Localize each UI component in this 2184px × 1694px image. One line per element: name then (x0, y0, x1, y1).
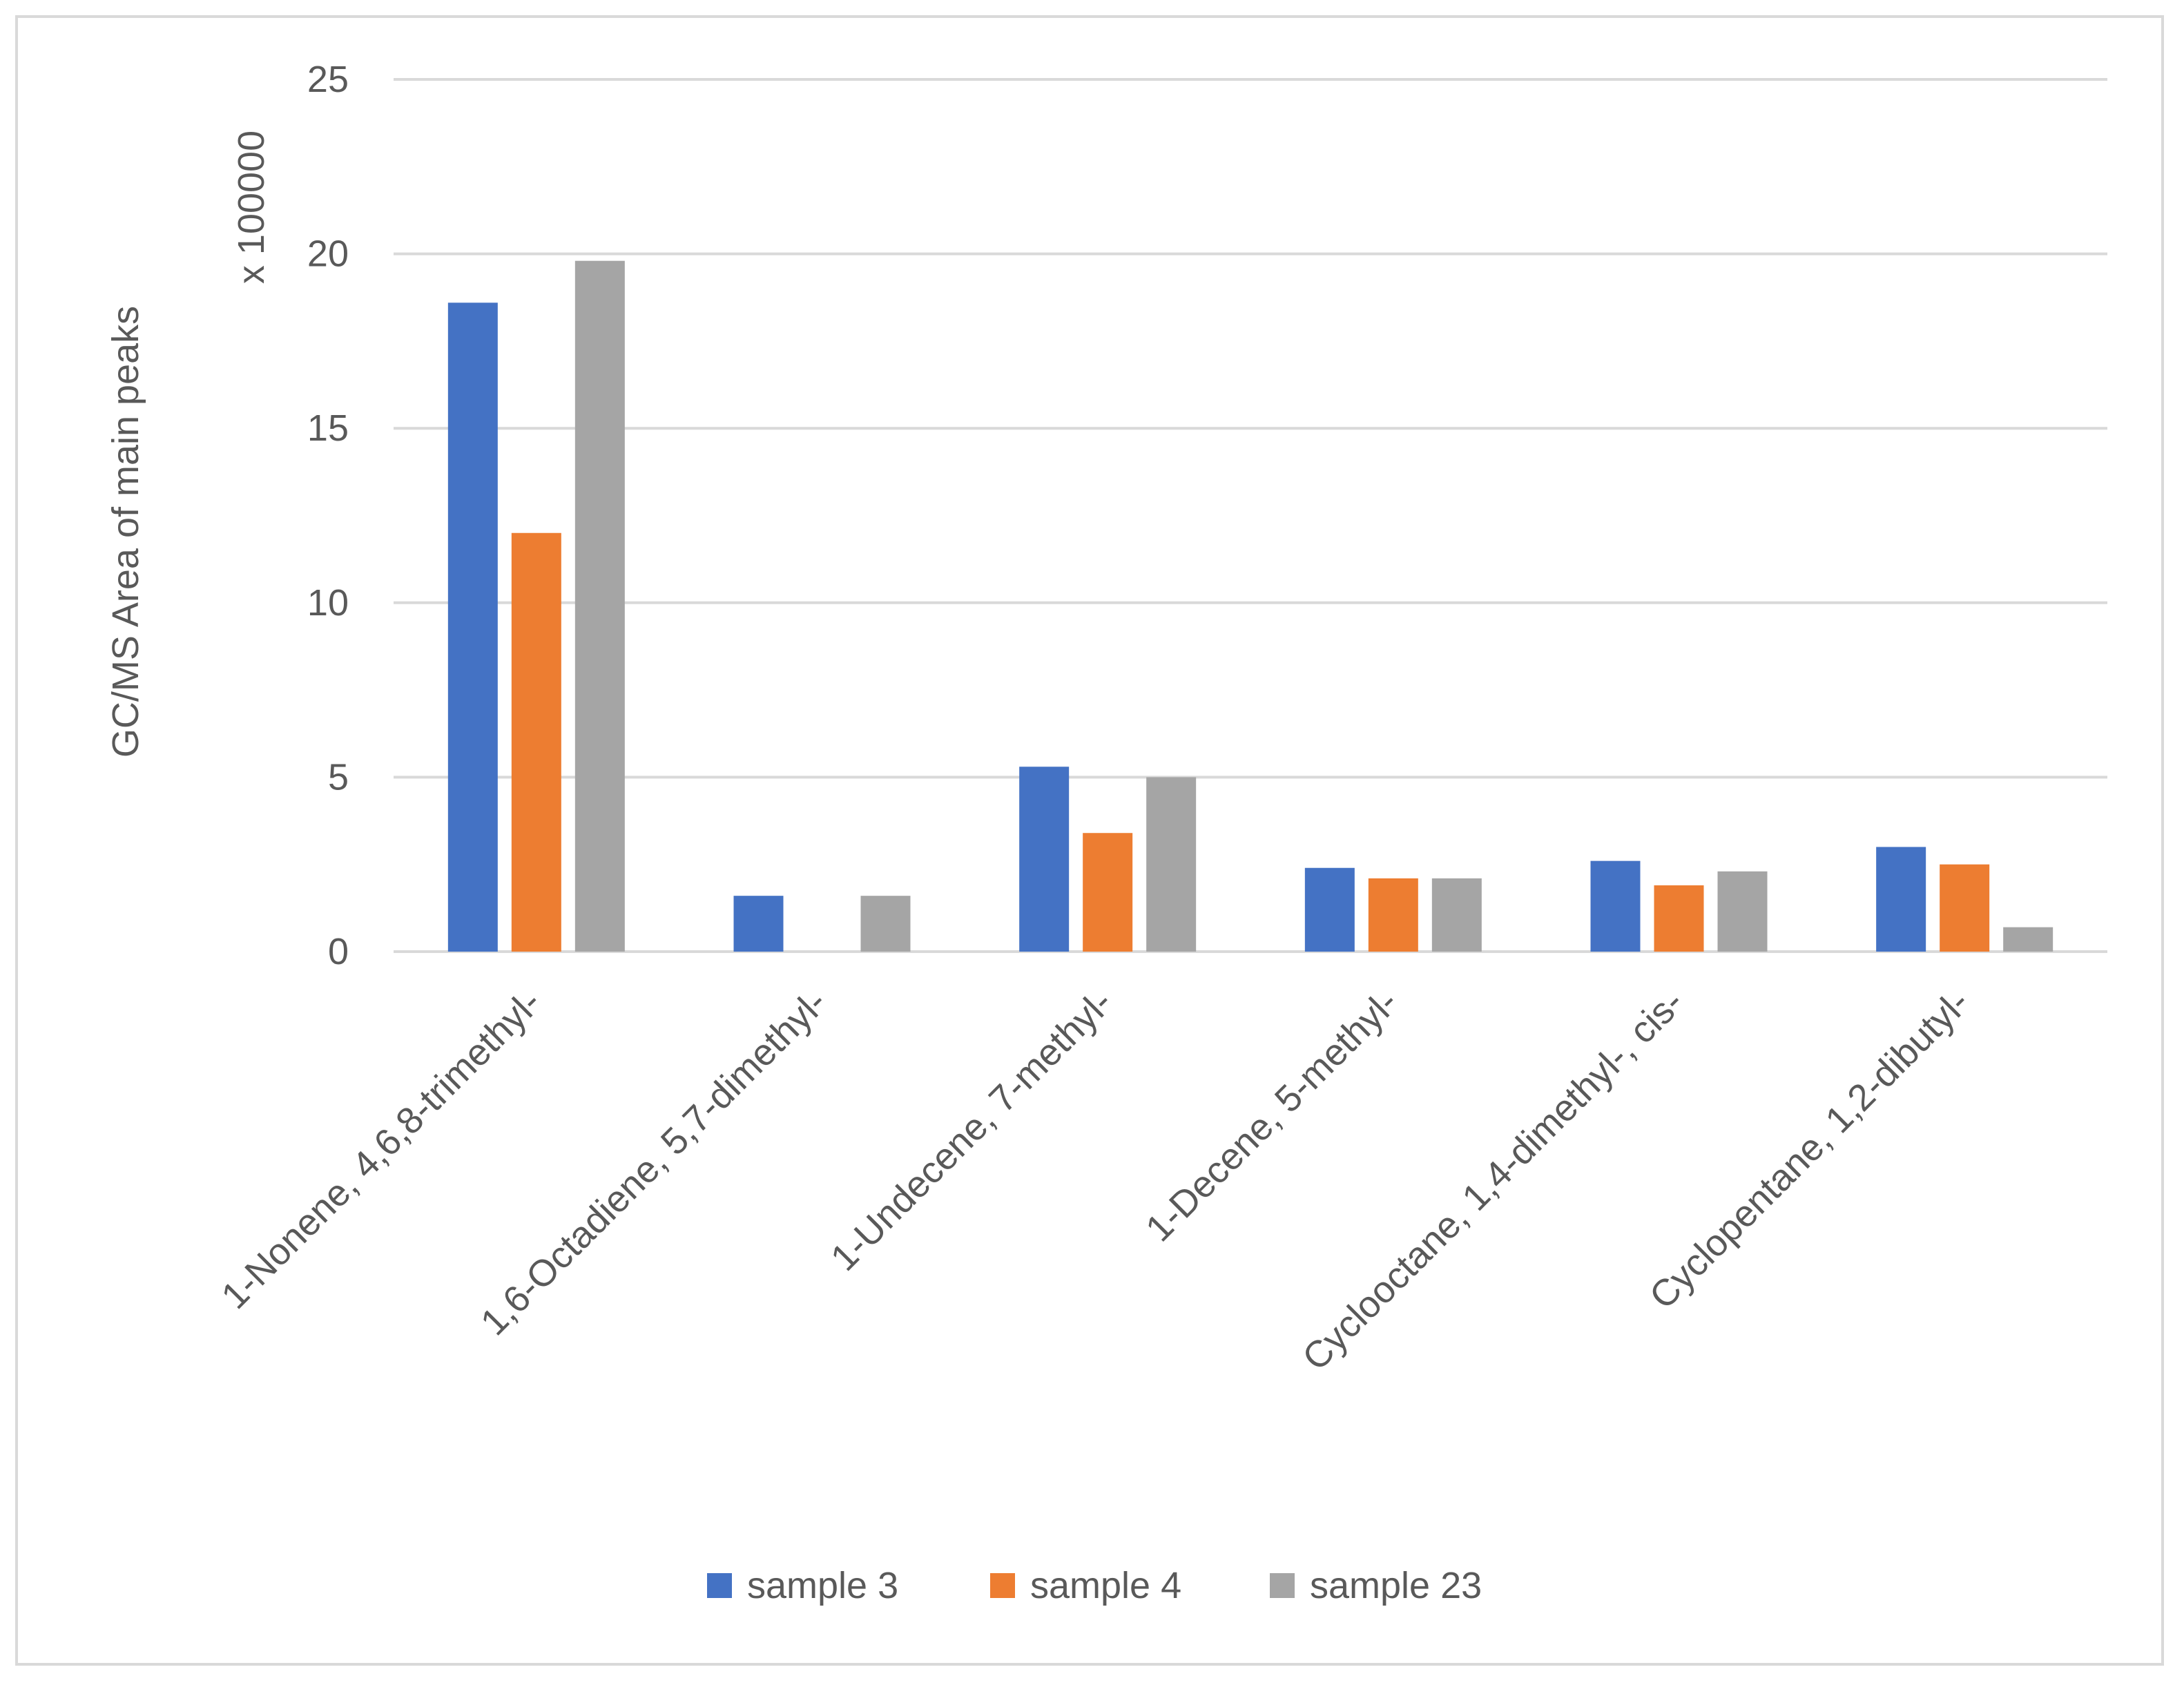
legend-swatch (1270, 1573, 1295, 1598)
y-tick-label: 0 (328, 931, 349, 972)
bar-sample-3 (1590, 860, 1641, 952)
bar-sample-3 (733, 896, 784, 952)
bar-sample-23 (574, 260, 625, 952)
bar-sample-4 (511, 532, 561, 952)
y-tick-label: 20 (307, 233, 349, 275)
bar-sample-23 (2003, 927, 2053, 952)
x-category-label: 1-Decene, 5-methyl- (1138, 981, 1406, 1249)
bar-sample-23 (1146, 777, 1197, 952)
legend-label: sample 3 (747, 1565, 898, 1606)
y-tick-label: 5 (328, 756, 349, 798)
x-axis-categories: 1-Nonene, 4,6,8-trimethyl-1,6-Octadiene,… (213, 981, 1977, 1378)
x-category-label: Cyclopentane, 1,2-dibutyl- (1642, 981, 1978, 1317)
y-axis-multiplier-label: x 100000 (231, 131, 272, 284)
y-axis-ticks: 0 5 10 15 20 25 (307, 59, 349, 972)
x-category-label: 1-Nonene, 4,6,8-trimethyl- (213, 981, 549, 1317)
y-tick-label: 10 (307, 582, 349, 624)
bar-sample-23 (1717, 871, 1768, 952)
bar-sample-4 (1654, 885, 1704, 952)
legend-swatch (990, 1573, 1015, 1598)
y-tick-label: 15 (307, 407, 349, 449)
bar-sample-4 (1083, 833, 1133, 952)
legend-label: sample 23 (1310, 1565, 1482, 1606)
bar-sample-23 (1431, 878, 1482, 952)
bar-sample-3 (1019, 767, 1070, 952)
legend-label: sample 4 (1030, 1565, 1181, 1606)
legend: sample 3 sample 4 sample 23 (707, 1565, 1482, 1606)
y-axis-title: GC/MS Area of main peaks (105, 306, 146, 758)
bar-sample-23 (860, 896, 911, 952)
bar-sample-3 (447, 302, 498, 952)
bars (447, 260, 2053, 952)
x-category-label: 1-Undecene, 7-methyl- (823, 981, 1121, 1279)
gridlines (394, 78, 2107, 953)
legend-swatch (707, 1573, 732, 1598)
x-category-label: 1,6-Octadiene, 5,7-dimethyl- (473, 981, 835, 1343)
bar-sample-4 (1368, 878, 1418, 952)
bar-sample-3 (1304, 867, 1355, 952)
bar-sample-4 (1940, 864, 1990, 952)
y-tick-label: 25 (307, 59, 349, 100)
bar-sample-3 (1876, 847, 1926, 952)
